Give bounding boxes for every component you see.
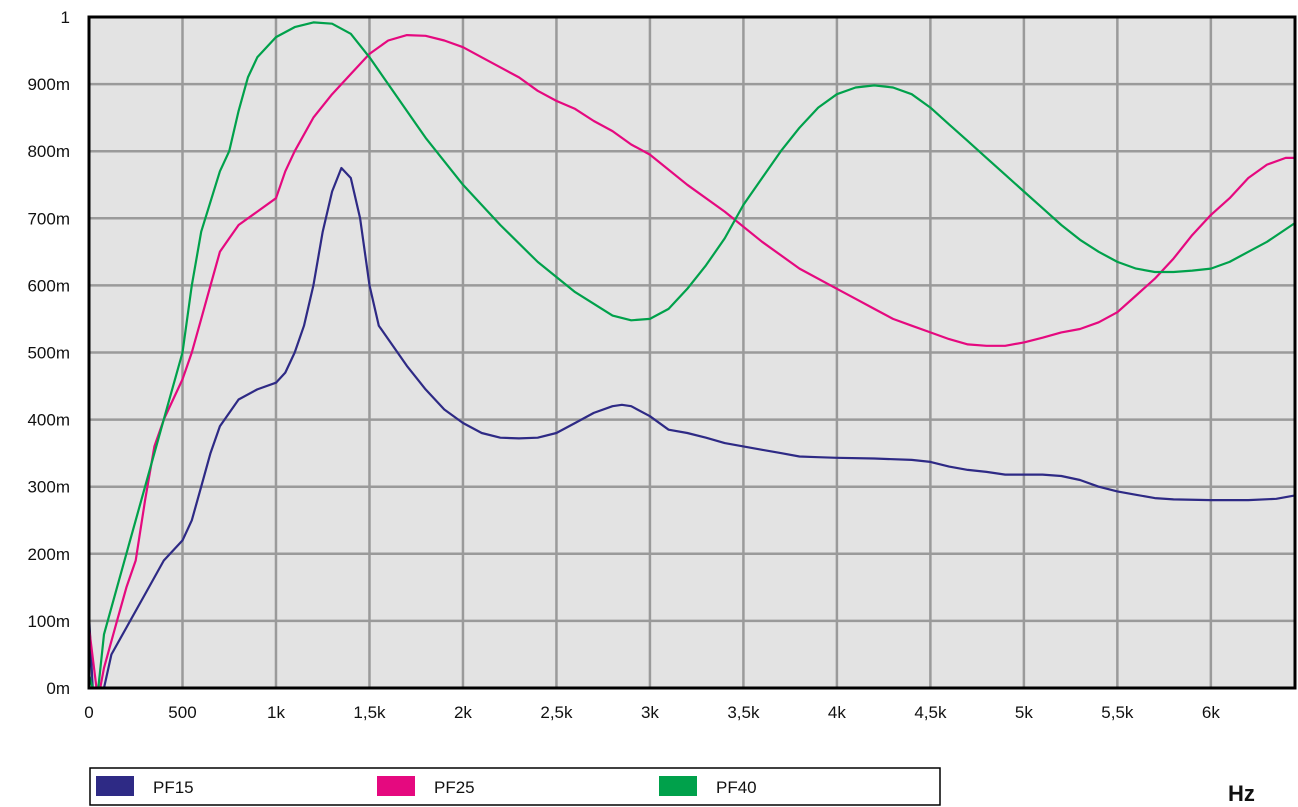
x-tick-label: 4,5k xyxy=(914,703,947,722)
series-line-pf40 xyxy=(87,21,1296,690)
y-tick-label: 300m xyxy=(27,478,70,497)
y-axis-tick-labels: 0m 100m 200m 300m 400m 500m 600m 700m 800m 900m 1 xyxy=(27,8,70,698)
x-tick-label: 6k xyxy=(1202,703,1220,722)
x-tick-label: 2k xyxy=(454,703,472,722)
y-tick-label: 400m xyxy=(27,411,70,430)
series-lines xyxy=(87,21,1296,690)
legend-swatch-pf15 xyxy=(96,776,134,796)
legend-label-pf25: PF25 xyxy=(434,778,475,797)
y-tick-label: 100m xyxy=(27,612,70,631)
x-tick-label: 1,5k xyxy=(353,703,386,722)
grid-lines xyxy=(89,17,1295,688)
legend-label-pf15: PF15 xyxy=(153,778,194,797)
x-tick-label: 0 xyxy=(84,703,93,722)
y-tick-label: 600m xyxy=(27,276,70,295)
x-tick-label: 1k xyxy=(267,703,285,722)
x-axis-tick-labels: 0 500 1k 1,5k 2k 2,5k 3k 3,5k 4k 4,5k 5k 5,5k 6k xyxy=(84,703,1220,722)
legend-label-pf40: PF40 xyxy=(716,778,757,797)
y-tick-label: 800m xyxy=(27,142,70,161)
x-tick-label: 5,5k xyxy=(1101,703,1134,722)
y-tick-label: 700m xyxy=(27,209,70,228)
legend-box xyxy=(89,767,941,806)
x-tick-label: 5k xyxy=(1015,703,1033,722)
plot-frame xyxy=(87,15,1297,690)
y-tick-label: 0m xyxy=(46,679,70,698)
x-tick-label: 3,5k xyxy=(727,703,760,722)
x-tick-label: 500 xyxy=(168,703,196,722)
series-line-pf25 xyxy=(87,34,1295,690)
x-tick-label: 2,5k xyxy=(540,703,573,722)
legend-swatch-pf25 xyxy=(377,776,415,796)
x-tick-label: 4k xyxy=(828,703,846,722)
series-line-pf15 xyxy=(87,166,1296,690)
y-tick-label: 900m xyxy=(27,75,70,94)
y-tick-label: 200m xyxy=(27,545,70,564)
legend-swatch-pf40 xyxy=(659,776,697,796)
x-tick-label: 3k xyxy=(641,703,659,722)
legend: PF15 PF25 PF40 xyxy=(89,767,941,806)
x-axis-unit-label: Hz xyxy=(1228,781,1255,806)
y-tick-label: 1 xyxy=(61,8,70,27)
y-tick-label: 500m xyxy=(27,344,70,363)
